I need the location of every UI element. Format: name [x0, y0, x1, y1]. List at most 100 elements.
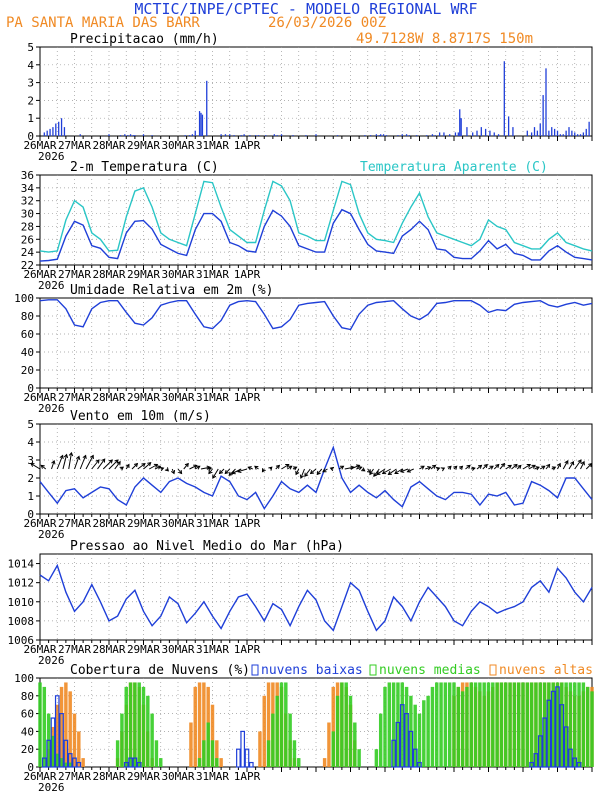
cloud-bar: [383, 686, 387, 767]
cloud-bar: [340, 682, 344, 767]
cloud-bar: [491, 682, 495, 767]
y-tick-label: 1006: [8, 634, 35, 647]
wind-vector: [212, 468, 219, 479]
wind-vector: [482, 464, 488, 470]
wind-vector-head: [535, 466, 540, 471]
precip-bar: [127, 135, 129, 136]
cloud-bar: [521, 682, 525, 767]
wind-vector-head: [309, 470, 315, 475]
wind-vector-head: [247, 466, 252, 471]
cloud-bar: [41, 757, 47, 768]
wind-vector: [316, 468, 323, 475]
x-tick-label: 30MAR: [161, 139, 194, 152]
x-tick-label: 29MAR: [127, 643, 160, 656]
series-line: [39, 563, 593, 632]
cloud-bar: [568, 682, 573, 767]
precip-bar: [375, 134, 378, 136]
precip-bar: [574, 132, 576, 136]
y-tick-label: 1008: [8, 615, 35, 628]
cloud-bar: [271, 713, 275, 767]
cloud-bar: [538, 682, 542, 767]
y-tick-label: 40: [21, 346, 34, 359]
wind-vector-head: [170, 469, 176, 475]
cloud-bar: [482, 682, 486, 767]
x-tick-label: 30MAR: [161, 643, 194, 656]
cloud-bar: [154, 740, 159, 767]
cloud-bar: [331, 731, 335, 767]
panel-title-right: Temperatura Aparente (C): [360, 160, 548, 175]
wind-vector-head: [495, 463, 500, 469]
y-tick-label: 1: [27, 112, 34, 125]
cloud-bar: [202, 740, 206, 767]
x-tick-label: 29MAR: [127, 391, 160, 404]
precip-bar: [472, 132, 474, 136]
y-tick-label: 100: [14, 672, 34, 685]
wind-vector-head: [551, 466, 557, 471]
precip-bar: [43, 132, 45, 136]
cloud-bar: [288, 713, 292, 767]
precip-bar: [124, 134, 126, 136]
cloud-bar: [266, 682, 271, 767]
wind-vector-head: [556, 462, 561, 468]
cloud-bar: [568, 748, 573, 768]
wind-vector: [295, 468, 300, 475]
wind-vector-head: [355, 464, 361, 469]
cloud-bar: [581, 682, 586, 767]
cloud-bar: [141, 686, 146, 767]
cloud-bar: [499, 682, 504, 767]
panel-precip: 0 1 2 3 4 5 26MAR 27MAR 28MAR 29MAR 30MAR 31MAR 1APR…: [23, 32, 593, 163]
precip-bar: [229, 134, 231, 136]
wind-vector-head: [275, 464, 281, 469]
precip-bar: [49, 128, 51, 136]
wind-vector: [56, 455, 64, 470]
x-tick-label: 1APR: [234, 391, 261, 404]
wind-vector: [382, 468, 391, 474]
legend-label: nuvens medias: [379, 663, 481, 678]
precip-bar: [364, 135, 366, 136]
cloud-bar: [417, 713, 422, 767]
precip-bar: [142, 134, 145, 136]
wind-vector-head: [89, 454, 94, 460]
wind-vector-head: [261, 468, 266, 473]
cloud-bar: [374, 749, 379, 767]
wind-vector: [310, 468, 317, 474]
wind-vector-head: [477, 464, 483, 469]
precip-bar: [265, 135, 267, 136]
precip-bar: [576, 134, 579, 136]
wind-vector-head: [207, 466, 213, 471]
cloud-bar: [215, 758, 219, 767]
cloud-bar: [77, 731, 81, 767]
panel-title: Vento em 10m (m/s): [70, 409, 211, 424]
wind-vector-head: [580, 460, 585, 466]
wind-vector: [183, 463, 189, 470]
wind-vector-head: [526, 463, 532, 468]
wind-vector-head: [288, 465, 293, 470]
precip-bar: [224, 134, 227, 136]
wind-vector-head: [361, 467, 366, 472]
x-tick-label: 28MAR: [92, 139, 125, 152]
cloud-bar: [64, 762, 68, 767]
precip-bar: [588, 121, 590, 136]
precip-bar: [194, 130, 196, 136]
wind-vector-head: [63, 453, 69, 459]
chart-title: MCTIC/INPE/CPTEC - MODELO REGIONAL WRF: [134, 0, 477, 18]
coords-label: 49.7128W 8.8717S 150m: [356, 31, 533, 47]
wind-vector-head: [406, 468, 411, 473]
y-tick-label: 100: [14, 292, 34, 305]
precip-bar: [438, 132, 441, 136]
cloud-bar: [529, 761, 534, 768]
precip-bar: [382, 134, 385, 136]
cloud-bar: [262, 695, 266, 767]
wind-vector-head: [254, 465, 259, 470]
cloud-bar: [555, 686, 560, 768]
cloud-bar: [120, 713, 124, 767]
x-year-label: 2026: [38, 528, 65, 541]
cloud-bar: [573, 682, 577, 767]
x-tick-label: 26MAR: [23, 268, 56, 281]
wind-vector: [394, 468, 403, 474]
wind-vector-head: [208, 469, 213, 475]
wind-vector-head: [108, 459, 113, 464]
wind-vector: [91, 459, 100, 470]
x-tick-label: 28MAR: [92, 643, 125, 656]
